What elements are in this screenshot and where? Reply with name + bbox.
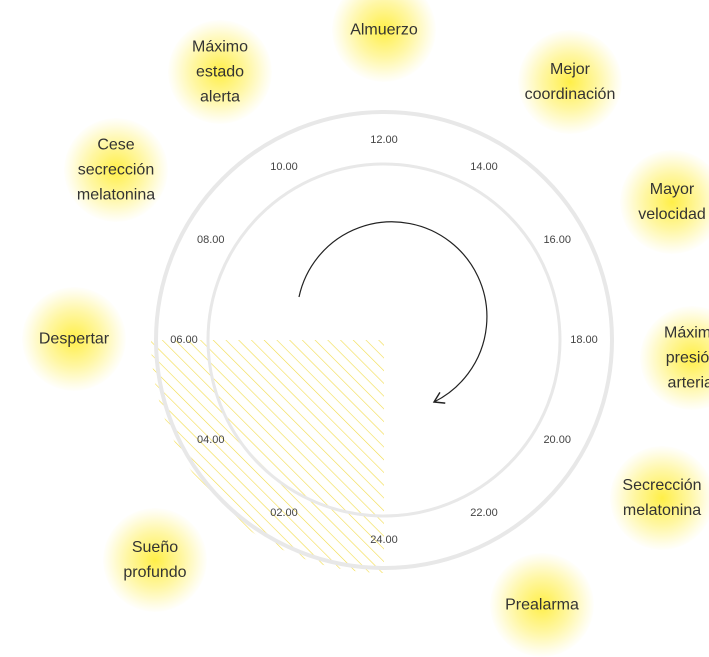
hour-label: 04.00 (197, 434, 225, 446)
event-glow (518, 30, 622, 134)
hour-label: 12.00 (370, 134, 398, 146)
hour-label: 16.00 (543, 234, 571, 246)
event-glow (168, 20, 272, 124)
outer-ring (154, 110, 614, 570)
hour-label: 02.00 (270, 507, 298, 520)
hour-label: 20.00 (543, 434, 571, 446)
event-label-maximo-estado-alerta: Máximo estado alerta (191, 38, 248, 106)
hour-label: 14.00 (470, 160, 498, 173)
hour-label: 22.00 (470, 507, 498, 520)
event-label-cese-secrecion-melatonina: Cese secrección melatonina (76, 136, 156, 204)
hour-label: 18.00 (570, 334, 598, 346)
event-label-prealarma: Prealarma (505, 596, 579, 614)
inner-ring (206, 162, 562, 518)
event-label-almuerzo: Almuerzo (350, 21, 418, 39)
event-label-mayor-velocidad: Mayor velocidad (638, 181, 706, 223)
event-label-sueno-profundo: Sueño profundo (123, 539, 187, 581)
event-glow (22, 287, 126, 391)
hour-label: 08.00 (197, 234, 225, 246)
event-label-despertar: Despertar (38, 330, 110, 348)
event-glow (610, 446, 709, 550)
circadian-clock-diagram: 12.00 14.00 16.00 18.00 20.00 22.00 24.00 02.00… (22, 0, 709, 657)
event-label-secrecion-melatonina: Secrección melatonina (622, 477, 702, 519)
event-glow (620, 150, 709, 254)
hour-label: 10.00 (270, 160, 298, 173)
event-glow (332, 0, 436, 82)
hour-label: 24.00 (370, 534, 398, 546)
event-glow (64, 118, 168, 222)
direction-arrow (298, 221, 488, 404)
event-glow (103, 508, 207, 612)
hour-label: 06.00 (170, 334, 198, 346)
event-label-maxima-presion-arterial: Máxima presión arterial (663, 324, 709, 392)
event-label-mejor-coordinacion: Mejor coordinación (524, 61, 616, 103)
